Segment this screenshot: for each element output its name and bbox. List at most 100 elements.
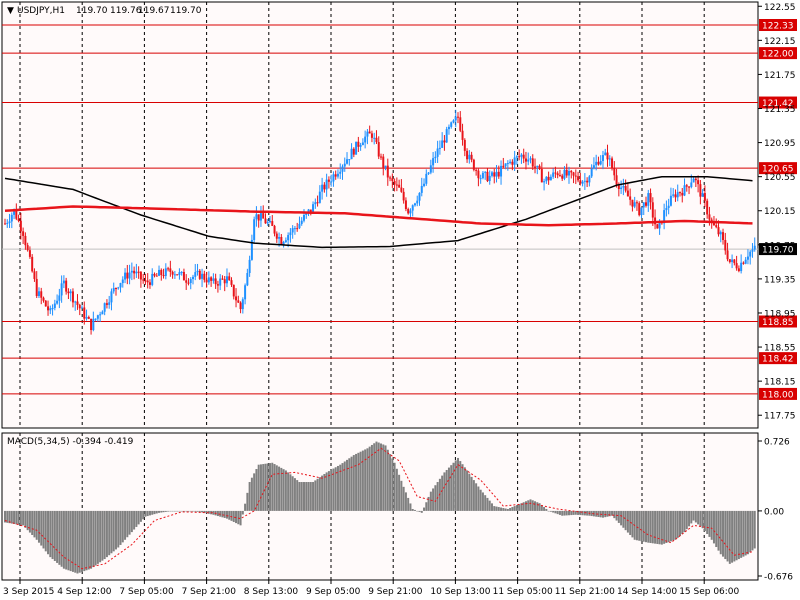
candle-body [15,209,18,219]
macd-bar [8,510,11,524]
candle-body [490,172,493,176]
macd-bar [459,461,462,511]
candle-body [346,159,349,164]
macd-bar [330,469,333,511]
candle-body [318,191,321,203]
candle-body [40,291,43,298]
macd-bar [108,510,111,556]
candle-body [586,180,589,183]
candle-body [547,176,550,181]
macd-bar [40,510,43,546]
macd-bar [144,510,147,517]
candle-body [99,314,102,316]
macd-bar [703,510,706,532]
candle-body [588,176,591,183]
candle-body [296,228,299,230]
candle-body [214,278,217,285]
candle-body [332,174,335,182]
macd-bar [15,510,18,525]
macd-bar [558,510,561,515]
macd-bar [688,510,691,527]
macd-bar [262,464,265,511]
macd-bar [237,510,240,525]
candle-body [169,268,172,272]
macd-bar [65,510,68,570]
candle-body [427,172,430,174]
macd-bar [355,453,358,511]
macd-bar [611,510,614,516]
candle-body [626,190,629,197]
macd-bar [126,510,129,538]
macd-bar [130,510,133,533]
macd-bar [749,510,752,553]
macd-bar [740,510,743,558]
macd-bar [450,465,453,511]
candle-body [171,271,174,275]
candle-body [47,306,50,311]
candle-body [699,184,702,197]
candle-body [65,280,68,292]
macd-bar [486,497,489,511]
macd-bar [212,510,215,515]
candle-body [447,126,450,130]
macd-bar [690,510,693,524]
macd-bar [37,510,40,543]
macd-bar [674,510,677,540]
price-level-tag [759,19,797,32]
candle-body [509,161,512,164]
macd-bar [282,469,285,511]
macd-bar [660,510,663,545]
candle-body [726,250,729,260]
macd-bar [384,445,387,511]
candle-body [640,207,643,216]
candle-body [495,171,498,177]
macd-bar [203,510,206,513]
macd-bar [169,510,172,512]
macd-bar [595,510,598,517]
macd-bar [475,483,478,511]
macd-bar [590,510,593,517]
candle-body [645,202,648,206]
candle-body [37,291,40,296]
candle-body [232,284,235,297]
candle-body [443,140,446,143]
candle-body [731,259,734,263]
candle-body [692,178,695,183]
candle-body [592,165,595,169]
candle-body [253,219,256,240]
candle-body [370,133,373,138]
candle-body [629,196,632,200]
macd-bar [466,470,469,511]
candle-body [563,169,566,179]
candle-body [486,171,489,182]
candle-body [117,287,120,289]
candle-body [67,291,70,294]
time-axis: 3 Sep 2015 4 Sep 12:00 7 Sep 05:00 7 Sep 21… [3,580,740,597]
macd-bar [694,510,697,523]
candle-body [355,141,358,155]
candle-body [151,273,154,285]
candle-body [568,170,570,176]
macd-bar [640,510,643,542]
candle-body [192,276,194,280]
macd-bar [244,503,247,511]
candle-body [203,273,206,280]
macd-bar [391,458,394,511]
candle-body [402,191,405,201]
macd-bar [375,441,378,511]
vertical-grid [19,2,705,580]
macd-bar [361,450,364,511]
candle-body [667,205,670,209]
candle-body [8,221,11,223]
macd-bar [241,510,244,515]
time-tick-label: 7 Sep 05:00 [119,587,174,597]
dropdown-arrow-icon[interactable]: ▼ [7,6,14,16]
candle-body [651,202,654,218]
macd-bar [753,510,756,549]
candle-body [527,159,530,162]
candle-body [681,192,684,196]
candles [4,109,756,335]
macd-bar [518,504,521,511]
macd-bar [407,497,410,511]
